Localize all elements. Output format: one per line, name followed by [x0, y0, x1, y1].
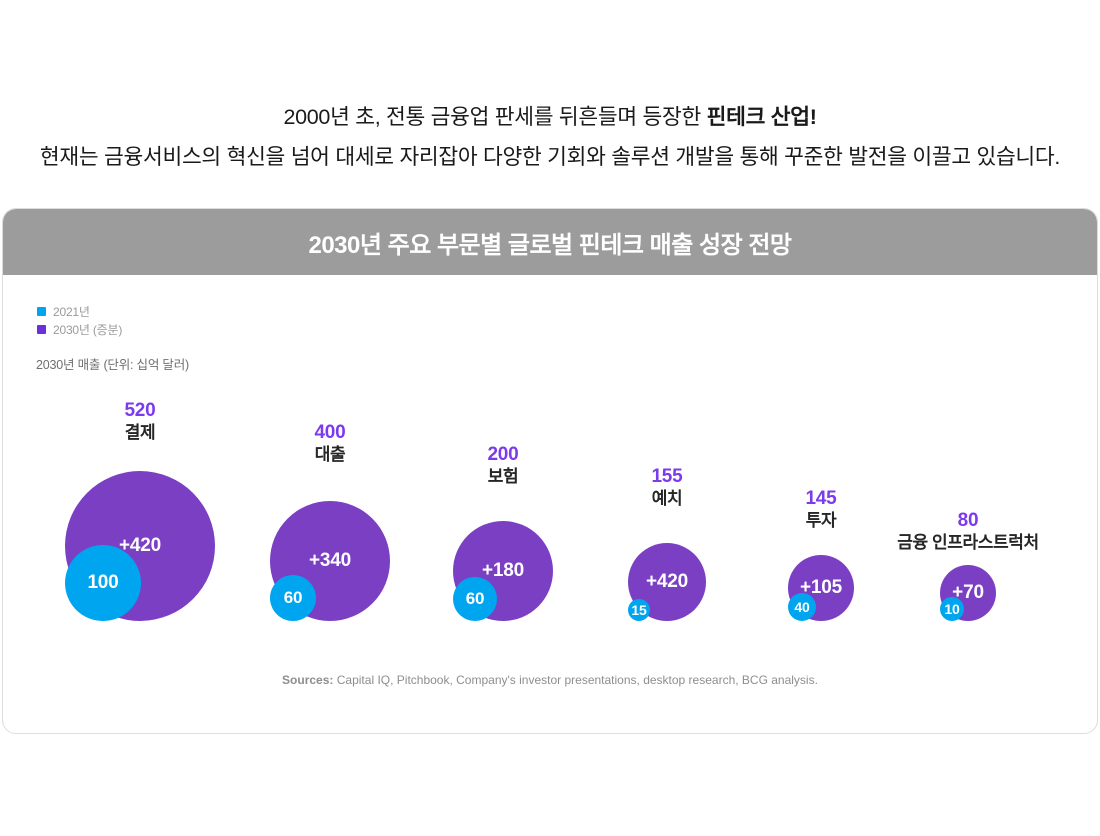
intro-text-block: 2000년 초, 전통 금융업 판세를 뒤흔들며 등장한 핀테크 산업! 현재는…: [0, 0, 1100, 177]
intro-line-1-regular: 2000년 초, 전통 금융업 판세를 뒤흔들며 등장한: [283, 105, 707, 129]
chart-title: 2030년 주요 부문별 글로벌 핀테크 매출 성장 전망: [308, 231, 792, 259]
base-value: 40: [794, 599, 810, 615]
legend-swatch-2030: [37, 325, 46, 334]
chart-card: 2030년 주요 부문별 글로벌 핀테크 매출 성장 전망 2021년 2030…: [2, 208, 1098, 734]
sector-label-block: 400 대출: [314, 422, 345, 465]
sources-label: Sources:: [282, 673, 334, 687]
sector-total-value: 145: [805, 488, 837, 509]
unit-note: 2030년 매출 (단위: 십억 달러): [36, 358, 189, 372]
increment-value: +105: [800, 577, 842, 598]
sector-name: 결제: [124, 423, 156, 442]
sector-name: 투자: [805, 511, 837, 530]
increment-value: +420: [646, 571, 688, 592]
legend-item-2030: 2030년 (증분): [37, 321, 122, 338]
base-bubble: [940, 597, 964, 621]
intro-line-2: 현재는 금융서비스의 혁신을 넘어 대세로 자리잡아 다양한 기회와 솔루션 개…: [39, 145, 1061, 169]
base-value: 100: [87, 572, 119, 593]
sector-name: 예치: [651, 489, 683, 508]
legend-label-2021: 2021년: [53, 305, 90, 319]
base-value: 15: [631, 602, 647, 618]
sector-total-value: 520: [124, 400, 156, 421]
base-value: 10: [944, 601, 960, 617]
sector-total-value: 155: [651, 466, 683, 487]
increment-value: +70: [952, 582, 984, 603]
base-value: 60: [283, 588, 303, 607]
chart-legend: 2021년 2030년 (증분): [37, 303, 122, 339]
base-bubble: [453, 577, 497, 621]
sector-label-block: 145 투자: [805, 488, 836, 531]
bubble-chart: 520 결제 +420 100 400 대출 +340 60 200 보험 +180 60 155 예치 +…: [3, 275, 1097, 733]
intro-line-1: 2000년 초, 전통 금융업 판세를 뒤흔들며 등장한 핀테크 산업!: [0, 97, 1100, 137]
sector-total-value: 200: [487, 444, 519, 465]
base-bubble: [628, 599, 650, 621]
sources-line: Sources: Capital IQ, Pitchbook, Company'…: [3, 673, 1097, 687]
sources-text: Capital IQ, Pitchbook, Company's investo…: [336, 673, 818, 687]
legend-item-2021: 2021년: [37, 303, 122, 320]
increment-value: +340: [309, 550, 351, 571]
legend-swatch-2021: [37, 307, 46, 316]
base-value: 60: [465, 589, 485, 608]
sector-label-block: 200 보험: [487, 444, 518, 487]
sector-name: 금융 인프라스트럭처: [897, 533, 1039, 552]
increment-value: +180: [482, 560, 524, 581]
sector-label-block: 155 예치: [651, 466, 682, 509]
sector-name: 대출: [314, 445, 346, 464]
intro-line-1-bold: 핀테크 산업!: [706, 105, 817, 129]
sector-name: 보험: [487, 467, 519, 486]
base-bubble: [270, 575, 316, 621]
base-bubble: [65, 545, 141, 621]
chart-card-body: 2021년 2030년 (증분) 2030년 매출 (단위: 십억 달러) 52…: [3, 275, 1097, 733]
sector-total-value: 80: [957, 510, 979, 531]
base-bubble: [788, 593, 816, 621]
chart-title-banner: 2030년 주요 부문별 글로벌 핀테크 매출 성장 전망: [3, 209, 1097, 275]
legend-label-2030: 2030년 (증분): [53, 323, 123, 337]
sector-label-block: 80 금융 인프라스트럭처: [897, 510, 1039, 553]
sector-total-value: 400: [314, 422, 346, 443]
sector-label-block: 520 결제: [124, 400, 155, 443]
increment-value: +420: [119, 535, 161, 556]
